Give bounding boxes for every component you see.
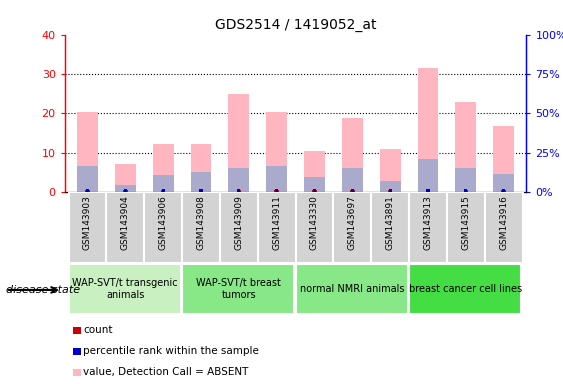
Bar: [266, 166, 287, 192]
Bar: [493, 174, 514, 192]
Bar: [199, 189, 203, 192]
Bar: [161, 190, 166, 192]
Bar: [153, 175, 173, 192]
Bar: [342, 169, 363, 192]
Bar: [455, 102, 476, 192]
Bar: [426, 189, 430, 192]
Bar: [409, 264, 521, 314]
Text: GSM143330: GSM143330: [310, 195, 319, 250]
Bar: [236, 190, 241, 192]
Text: GSM143916: GSM143916: [499, 195, 508, 250]
Bar: [162, 189, 165, 192]
Bar: [380, 149, 401, 192]
Bar: [426, 190, 430, 192]
Bar: [182, 264, 294, 314]
Text: WAP-SVT/t breast
tumors: WAP-SVT/t breast tumors: [196, 278, 282, 300]
Bar: [388, 189, 392, 192]
Text: GSM143908: GSM143908: [196, 195, 205, 250]
Text: disease state: disease state: [6, 285, 80, 295]
Bar: [447, 192, 485, 263]
Text: GSM143697: GSM143697: [348, 195, 357, 250]
Bar: [304, 151, 325, 192]
Bar: [190, 144, 211, 192]
Text: GSM143915: GSM143915: [461, 195, 470, 250]
Bar: [229, 167, 249, 192]
Bar: [275, 189, 278, 192]
Bar: [350, 190, 355, 192]
Bar: [464, 189, 467, 192]
Bar: [124, 189, 127, 192]
Bar: [115, 164, 136, 192]
Bar: [493, 126, 514, 192]
Text: percentile rank within the sample: percentile rank within the sample: [83, 346, 259, 356]
Bar: [229, 94, 249, 192]
Bar: [502, 189, 505, 192]
Bar: [274, 190, 279, 192]
Bar: [144, 192, 182, 263]
Bar: [502, 190, 506, 192]
Title: GDS2514 / 1419052_at: GDS2514 / 1419052_at: [215, 18, 376, 32]
Text: GSM143891: GSM143891: [386, 195, 395, 250]
Bar: [312, 190, 317, 192]
Text: GSM143911: GSM143911: [272, 195, 281, 250]
Bar: [409, 192, 447, 263]
Bar: [182, 192, 220, 263]
Bar: [304, 177, 325, 192]
Text: WAP-SVT/t transgenic
animals: WAP-SVT/t transgenic animals: [73, 278, 178, 300]
Bar: [77, 113, 98, 192]
Bar: [123, 190, 128, 192]
Text: value, Detection Call = ABSENT: value, Detection Call = ABSENT: [83, 367, 249, 377]
Bar: [86, 189, 89, 192]
Text: GSM143909: GSM143909: [234, 195, 243, 250]
Text: GSM143903: GSM143903: [83, 195, 92, 250]
Bar: [463, 190, 468, 192]
Bar: [266, 112, 287, 192]
Bar: [199, 190, 203, 192]
Bar: [153, 144, 173, 192]
Text: GSM143904: GSM143904: [121, 195, 130, 250]
Bar: [296, 264, 408, 314]
Bar: [351, 189, 354, 192]
Bar: [371, 192, 409, 263]
Bar: [418, 159, 439, 192]
Text: count: count: [83, 325, 113, 335]
Bar: [115, 185, 136, 192]
Bar: [333, 192, 371, 263]
Bar: [85, 190, 90, 192]
Bar: [220, 192, 258, 263]
Text: breast cancer cell lines: breast cancer cell lines: [409, 284, 522, 294]
Text: GSM143913: GSM143913: [423, 195, 432, 250]
Bar: [296, 192, 333, 263]
Bar: [69, 264, 181, 314]
Bar: [106, 192, 144, 263]
Bar: [418, 68, 439, 192]
Bar: [69, 192, 106, 263]
Bar: [380, 181, 401, 192]
Bar: [190, 172, 211, 192]
Text: GSM143906: GSM143906: [159, 195, 168, 250]
Bar: [455, 167, 476, 192]
Bar: [342, 118, 363, 192]
Bar: [237, 189, 240, 192]
Bar: [313, 189, 316, 192]
Text: normal NMRI animals: normal NMRI animals: [300, 284, 405, 294]
Bar: [258, 192, 296, 263]
Bar: [388, 190, 392, 192]
Bar: [77, 166, 98, 192]
Bar: [485, 192, 522, 263]
